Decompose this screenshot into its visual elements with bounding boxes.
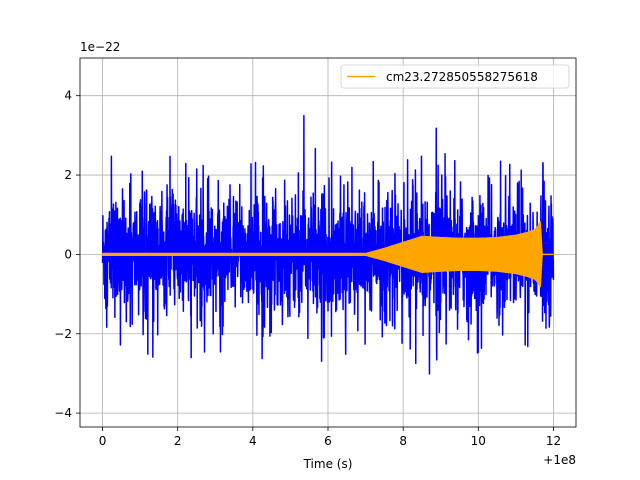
series-line-1 (101, 221, 555, 288)
x-tick-label: 12 (546, 434, 561, 448)
x-axis-label: Time (s) (303, 457, 353, 471)
x-tick-label: 6 (324, 434, 332, 448)
y-tick-label: 2 (64, 168, 72, 182)
x-axis-ticks: 0 2 4 6 8 10 12 (99, 427, 561, 448)
legend: cm23.272850558275618 (340, 64, 570, 89)
legend-box (340, 64, 570, 89)
x-tick-label: 2 (174, 434, 182, 448)
y-tick-label: −2 (54, 327, 72, 341)
x-tick-label: 4 (249, 434, 257, 448)
plot-area (101, 114, 555, 375)
x-tick-label: 0 (99, 434, 107, 448)
y-scale-label: 1e−22 (80, 40, 120, 54)
x-tick-label: 8 (399, 434, 407, 448)
legend-entry-label: cm23.272850558275618 (386, 70, 538, 84)
x-offset-label: +1e8 (543, 453, 576, 467)
y-axis-ticks: −4 −2 0 2 4 (54, 89, 80, 420)
y-tick-label: −4 (54, 406, 72, 420)
x-tick-label: 10 (471, 434, 486, 448)
y-tick-label: 4 (64, 89, 72, 103)
y-tick-label: 0 (64, 247, 72, 261)
